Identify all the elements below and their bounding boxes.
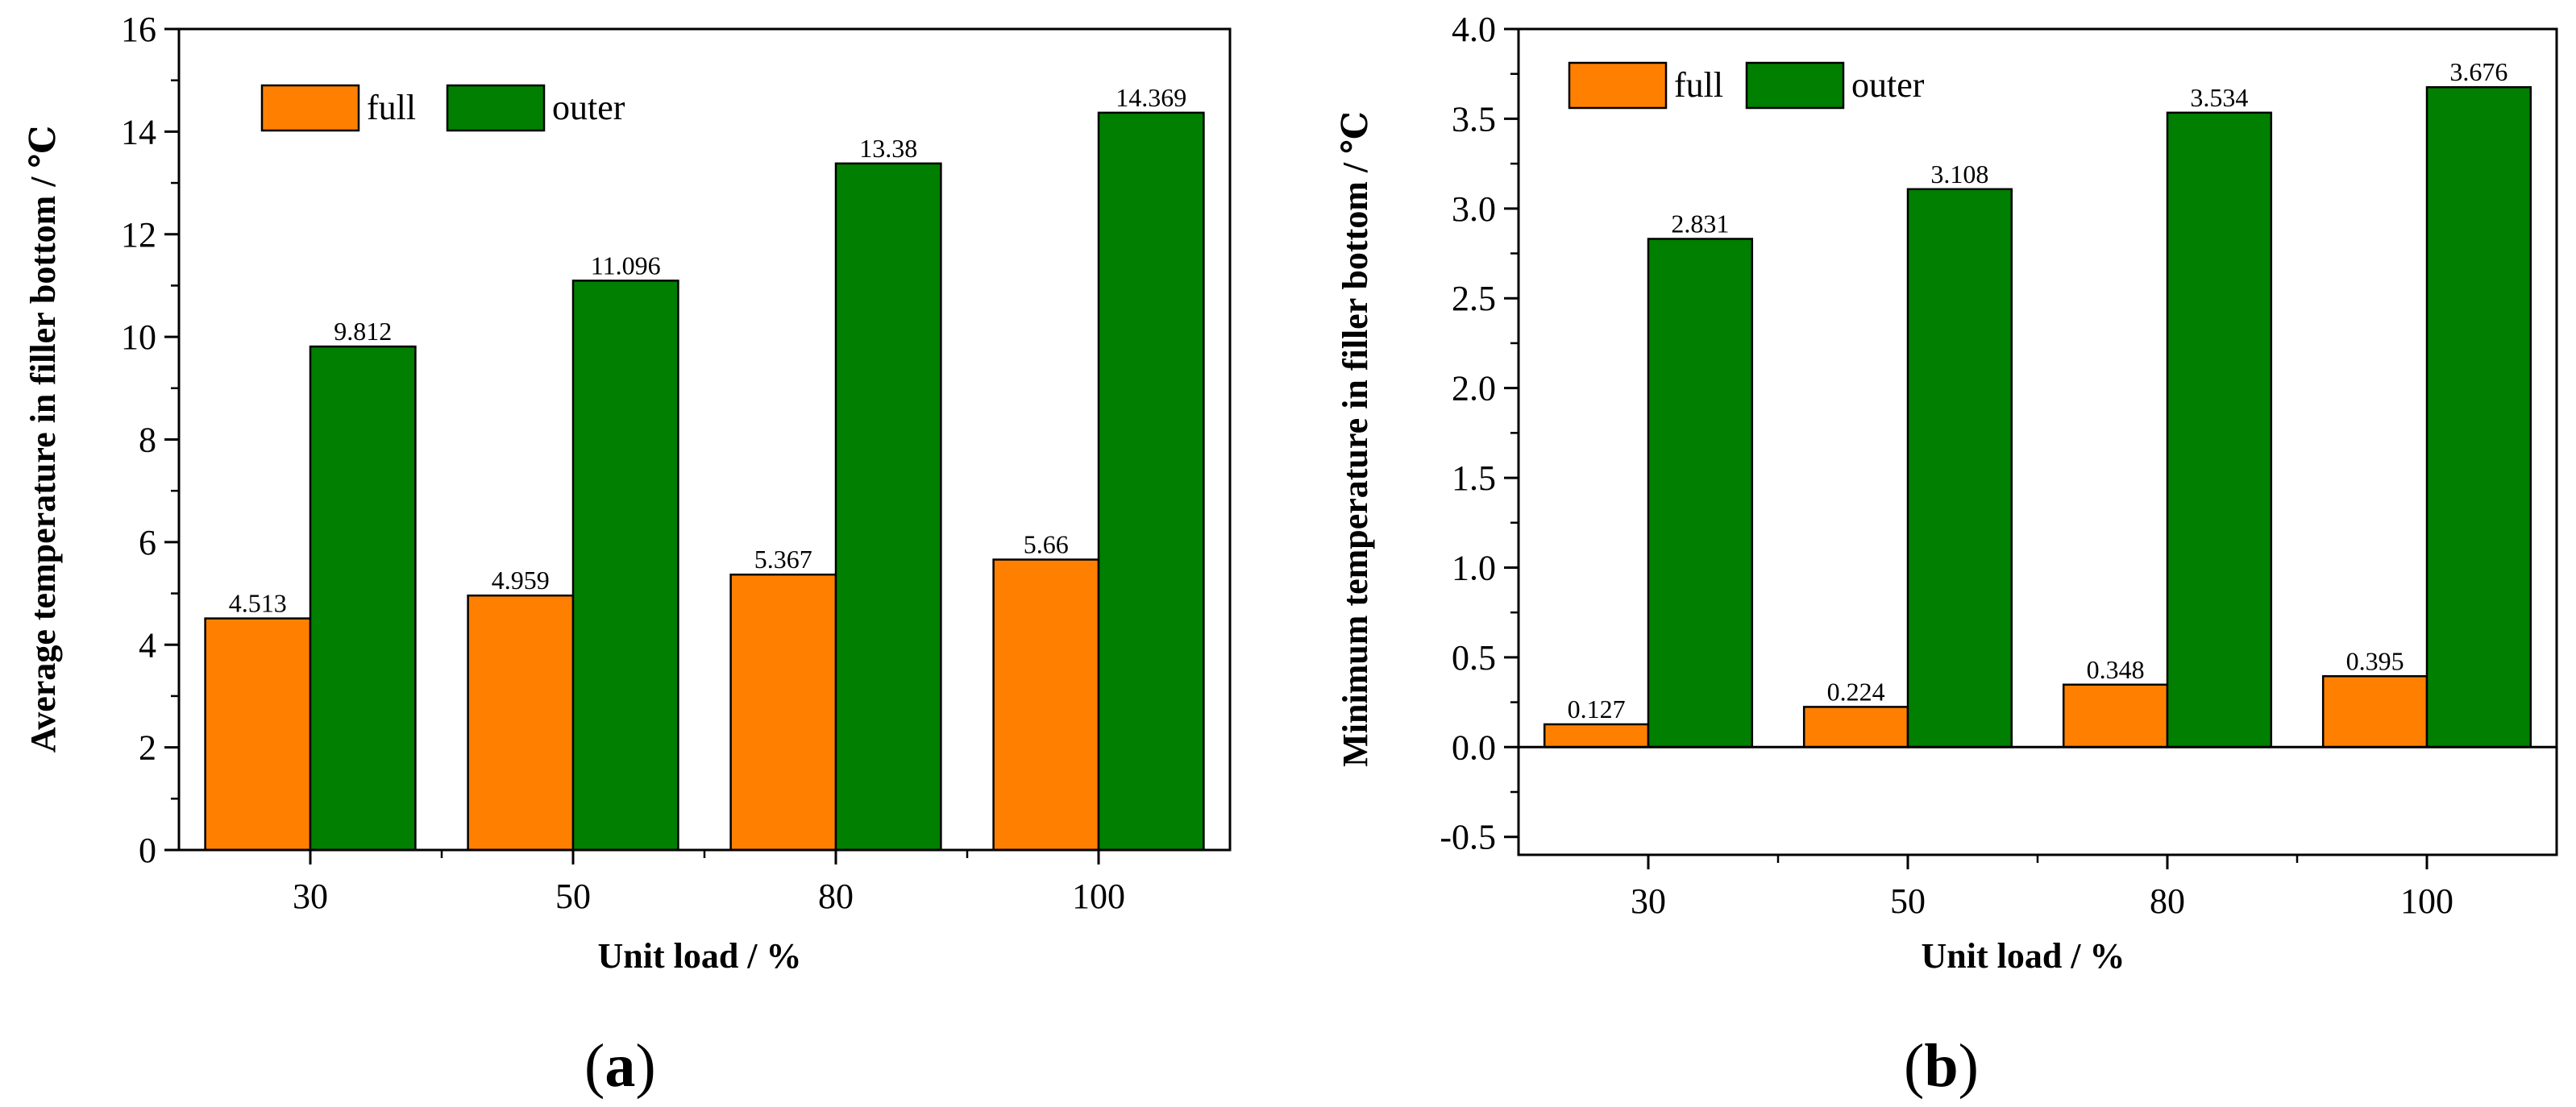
x-tick-label-30: 30 xyxy=(1631,881,1666,921)
legend-label-full: full xyxy=(1674,65,1723,105)
y-tick-label: 2.0 xyxy=(1452,369,1496,408)
y-tick-label: 2 xyxy=(139,728,156,768)
legend-swatch-full xyxy=(1568,61,1668,110)
legend-swatch-outer xyxy=(1745,61,1845,110)
x-tick-label-100: 100 xyxy=(2400,881,2453,921)
legend: full outer xyxy=(260,84,625,132)
y-axis-label: Minimum temperature in filler bottom / ℃ xyxy=(1336,111,1375,767)
panel-letter-a: a xyxy=(605,1032,636,1100)
x-tick-label-50: 50 xyxy=(1890,881,1926,921)
data-label-outer-50: 3.108 xyxy=(1930,160,1988,189)
bar-outer-80 xyxy=(2166,111,2273,748)
bars-group xyxy=(1543,85,2532,748)
chart-panel-a: 4.513 9.812 4.959 11.096 5.367 13.38 5.66 14.36… xyxy=(23,10,1232,976)
y-axis-label: Average temperature in filler bottom / ℃ xyxy=(23,126,63,753)
data-label-full-80: 5.367 xyxy=(754,545,812,574)
chart-panel-b: 0.127 2.831 0.224 3.108 0.348 3.534 0.395 3.676… xyxy=(1336,10,2558,976)
x-tick-label-30: 30 xyxy=(293,877,328,916)
y-tick-label: 3.0 xyxy=(1452,189,1496,229)
bar-outer-100 xyxy=(1097,111,1205,852)
y-tick-label: 16 xyxy=(121,10,156,49)
y-tick-label: 6 xyxy=(139,523,156,562)
y-tick-label: 14 xyxy=(121,112,156,151)
data-label-full-100: 5.66 xyxy=(1024,530,1069,559)
data-label-full-30: 0.127 xyxy=(1568,694,1626,723)
data-label-full-50: 0.224 xyxy=(1827,677,1885,706)
y-tick-label: 2.5 xyxy=(1452,279,1496,318)
bar-outer-50 xyxy=(571,280,679,852)
bar-full-50 xyxy=(1802,706,1909,748)
bar-full-80 xyxy=(729,573,837,852)
data-label-outer-100: 14.369 xyxy=(1116,83,1186,112)
data-label-outer-50: 11.096 xyxy=(591,251,661,280)
y-tick-label: 4 xyxy=(139,625,156,665)
y-tick-label: 8 xyxy=(139,421,156,460)
x-tick-label-80: 80 xyxy=(2150,881,2185,921)
x-axis-label: Unit load / % xyxy=(597,936,801,976)
y-tick-label: 4.0 xyxy=(1452,10,1496,49)
legend-swatch-full xyxy=(260,84,360,132)
bar-full-50 xyxy=(467,594,575,852)
y-tick-label: 0 xyxy=(139,831,156,870)
bar-outer-30 xyxy=(309,345,417,852)
data-label-outer-80: 13.38 xyxy=(859,134,917,163)
data-label-full-80: 0.348 xyxy=(2087,655,2145,684)
panel-letter-b: b xyxy=(1924,1032,1959,1100)
legend: full outer xyxy=(1568,61,1925,110)
data-label-outer-30: 9.812 xyxy=(334,317,392,346)
y-tick-label: 3.5 xyxy=(1452,99,1496,139)
data-label-outer-80: 3.534 xyxy=(2190,83,2248,112)
data-label-full-50: 4.959 xyxy=(492,566,550,595)
bar-full-30 xyxy=(1543,723,1650,748)
panel-label-a: (a) xyxy=(584,1032,656,1100)
y-tick-label: -0.5 xyxy=(1440,818,1496,857)
bars-group xyxy=(204,111,1205,852)
panel-label-b: (b) xyxy=(1904,1032,1979,1100)
x-axis-label: Unit load / % xyxy=(1921,936,2125,976)
bar-full-30 xyxy=(204,617,312,852)
y-tick-label: 10 xyxy=(121,317,156,357)
y-tick-label: 12 xyxy=(121,215,156,255)
bar-outer-50 xyxy=(1906,188,2013,748)
bar-outer-30 xyxy=(1647,238,1754,748)
bar-outer-80 xyxy=(834,162,942,852)
bar-full-80 xyxy=(2062,683,2169,748)
ticks-group: 30 50 80 100 -0.5 0.0 0.5 1.0 1.5 2.0 2.5 3.0 3.5 4.0 xyxy=(1440,10,2453,921)
y-tick-label: 1.0 xyxy=(1452,548,1496,587)
x-tick-label-100: 100 xyxy=(1072,877,1125,916)
bar-outer-100 xyxy=(2425,85,2532,748)
data-label-outer-100: 3.676 xyxy=(2449,57,2507,86)
bar-full-100 xyxy=(992,558,1100,852)
y-tick-label: 0.5 xyxy=(1452,638,1496,678)
x-tick-label-50: 50 xyxy=(555,877,591,916)
legend-label-outer: outer xyxy=(1851,65,1925,105)
data-label-outer-30: 2.831 xyxy=(1671,209,1729,238)
y-tick-label: 1.5 xyxy=(1452,458,1496,498)
bar-full-100 xyxy=(2321,675,2429,748)
x-tick-label-80: 80 xyxy=(818,877,854,916)
ticks-group: 30 50 80 100 0 2 4 6 8 10 12 14 16 xyxy=(121,10,1125,916)
data-label-full-100: 0.395 xyxy=(2346,646,2404,675)
value-labels-group: 0.127 2.831 0.224 3.108 0.348 3.534 0.395 3.676 xyxy=(1568,57,2508,723)
data-label-full-30: 4.513 xyxy=(229,589,287,618)
legend-swatch-outer xyxy=(446,84,546,132)
value-labels-group: 4.513 9.812 4.959 11.096 5.367 13.38 5.66 14.36… xyxy=(229,83,1186,618)
y-tick-label: 0.0 xyxy=(1452,728,1496,767)
legend-label-outer: outer xyxy=(552,88,625,127)
legend-label-full: full xyxy=(367,88,416,127)
